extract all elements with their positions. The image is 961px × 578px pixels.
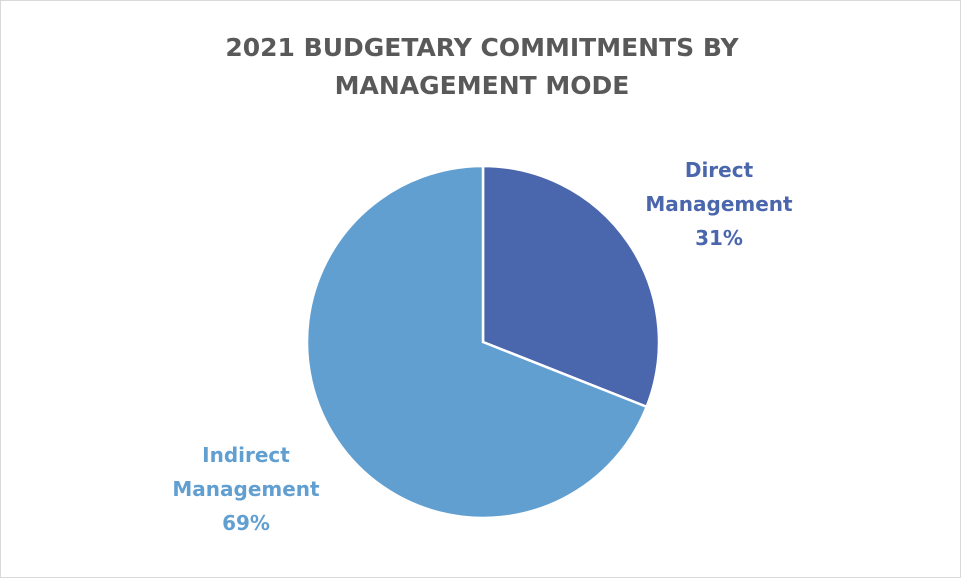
pie-slice xyxy=(305,164,649,520)
value-label: 69% xyxy=(222,511,270,535)
category-label: Indirect Management xyxy=(172,443,320,501)
data-label: Direct Management 31% xyxy=(634,153,804,255)
pie-slice xyxy=(481,164,661,409)
category-label: Direct Management xyxy=(645,158,793,216)
value-label: 31% xyxy=(695,226,743,250)
chart-title: 2021 BUDGETARY COMMITMENTS BY MANAGEMENT… xyxy=(225,33,739,100)
data-label: Indirect Management 69% xyxy=(161,438,331,540)
